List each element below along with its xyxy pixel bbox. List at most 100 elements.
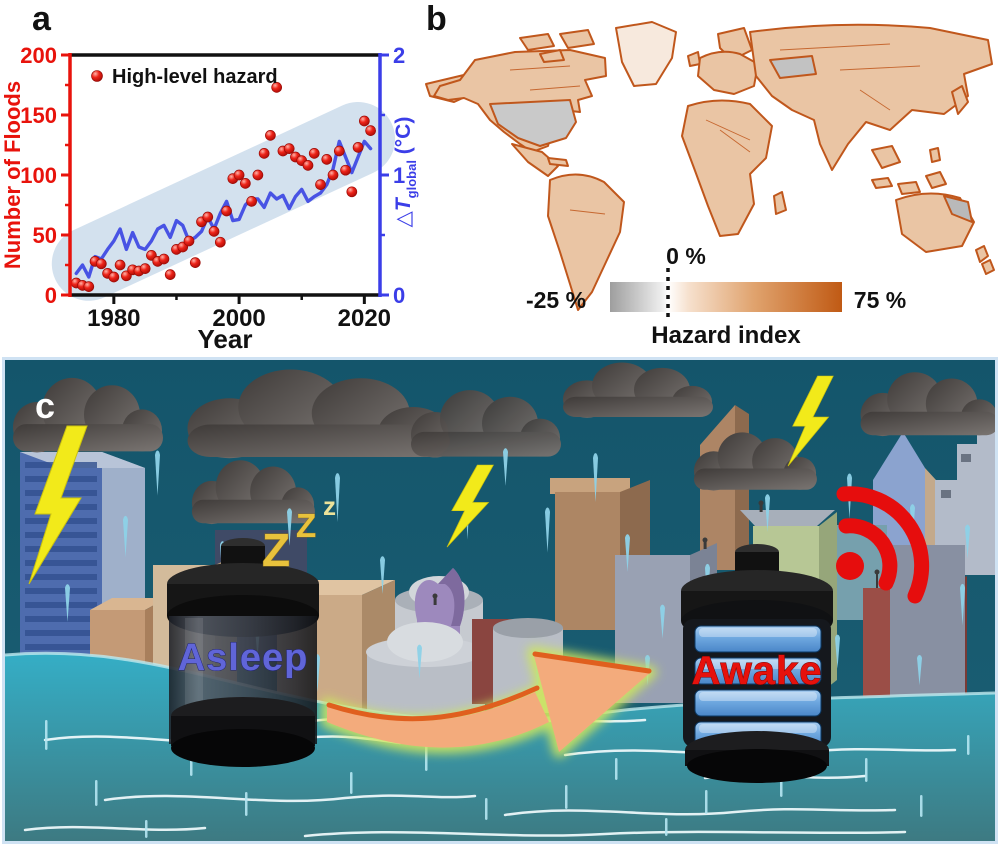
y-axis-label-right: △Tglobal (°C) — [391, 117, 419, 228]
y-left-tick-label: 150 — [20, 103, 57, 128]
t-subscript: global — [404, 160, 419, 198]
scatter-point — [302, 160, 314, 171]
map-new-zealand-2 — [981, 259, 995, 275]
scatter-point — [340, 164, 351, 176]
scatter-point — [308, 148, 320, 159]
map-queensland-gray — [943, 195, 973, 223]
panel-c-city-scene: c — [2, 357, 999, 844]
chart-legend: High-level hazard — [91, 66, 278, 88]
x-axis-label: Year — [198, 324, 253, 354]
map-arctic-1 — [519, 33, 555, 51]
colorbar-title: Hazard index — [651, 322, 801, 349]
world-map — [425, 21, 995, 311]
signal-arc-large — [836, 486, 930, 604]
arrow-top-edge — [326, 685, 540, 722]
signal-dot — [836, 552, 864, 580]
map-arctic-3 — [539, 49, 565, 63]
flood-scatter-series — [70, 82, 376, 292]
y-axis-label-left: Number of Floods — [0, 81, 25, 269]
y-left-tick-label: 0 — [45, 283, 57, 308]
map-uk — [687, 51, 701, 67]
scatter-point — [108, 271, 120, 283]
legend-label: High-level hazard — [112, 66, 278, 88]
arrow-body — [327, 692, 549, 748]
y-left-tick-label: 200 — [20, 43, 57, 68]
map-us-gray — [489, 99, 577, 147]
panel-b-hazard-map: b — [425, 0, 995, 349]
x-tick-label: 2000 — [212, 305, 265, 332]
city-scene-svg: c — [4, 360, 999, 841]
t-symbol: T — [392, 196, 415, 211]
scatter-point — [83, 281, 95, 292]
scatter-point — [214, 236, 226, 248]
awake-label: Awake — [691, 649, 822, 693]
asleep-battery: Asleep — [167, 538, 319, 767]
map-inner-borders — [509, 43, 921, 215]
unit-label: (°C) — [392, 117, 415, 160]
scatter-point — [114, 259, 126, 271]
map-central-america — [511, 143, 559, 177]
scatter-point — [189, 257, 201, 268]
sleep-z-small: z — [323, 491, 336, 521]
arrow-head-edge — [532, 651, 652, 674]
scatter-point — [183, 235, 195, 247]
scatter-point — [352, 142, 364, 153]
map-south-america — [547, 173, 625, 311]
y-right-tick-label: 2 — [393, 43, 405, 68]
map-arctic-2 — [559, 29, 595, 49]
sleep-z-medium: Z — [296, 507, 316, 544]
delta-symbol: △ — [391, 210, 415, 227]
scatter-point — [365, 125, 376, 136]
awake-battery: Awake — [681, 544, 833, 783]
asleep-label: Asleep — [178, 637, 309, 679]
colorbar-gradient — [610, 282, 842, 312]
map-indonesia-1 — [871, 177, 893, 189]
map-caribbean — [547, 157, 569, 167]
map-philippines — [929, 147, 941, 163]
scatter-point — [233, 169, 245, 181]
signal-arc-small — [838, 518, 898, 591]
scatter-point — [240, 178, 251, 189]
map-japan — [951, 85, 969, 115]
scatter-point — [246, 196, 257, 207]
zzz-icon: Z Z z — [262, 491, 337, 577]
x-tick-label: 1980 — [87, 305, 140, 332]
scatter-point — [164, 269, 176, 280]
rooftop-figures — [432, 500, 764, 605]
wifi-signal-icon — [836, 486, 930, 604]
sleep-z-large: Z — [262, 524, 290, 576]
map-greenland — [615, 21, 677, 87]
panel-b-label: b — [426, 0, 447, 38]
scatter-point — [221, 205, 232, 217]
scatter-point — [258, 148, 270, 159]
scatter-point — [321, 154, 333, 165]
colorbar-min-label: -25 % — [526, 287, 586, 313]
colorbar: -25 % 0 % 75 % Hazard index — [526, 243, 906, 349]
transition-arrow — [321, 646, 657, 758]
panel-c-label: c — [35, 385, 55, 426]
scatter-point — [252, 169, 264, 181]
map-europe — [697, 50, 759, 95]
x-tick-label: 2020 — [338, 305, 391, 332]
scatter-point — [315, 179, 326, 190]
scatter-point — [158, 253, 170, 265]
map-madagascar — [773, 191, 787, 215]
panel-a-label: a — [32, 0, 52, 38]
scatter-point — [265, 130, 276, 141]
y-left-tick-label: 100 — [20, 163, 57, 188]
colorbar-zero-label: 0 % — [666, 243, 706, 269]
scatter-point — [346, 186, 358, 198]
map-se-asia — [871, 145, 901, 169]
scatter-point — [271, 82, 283, 93]
map-indonesia-2 — [897, 181, 921, 195]
legend-marker-dot — [91, 70, 103, 82]
scatter-point — [202, 211, 214, 223]
map-asia-gray-patch — [769, 55, 817, 79]
scatter-point — [327, 169, 339, 181]
map-indonesia-3 — [925, 171, 947, 189]
scatter-point — [208, 226, 220, 237]
colorbar-max-label: 75 % — [854, 287, 906, 313]
scatter-point — [358, 115, 370, 127]
